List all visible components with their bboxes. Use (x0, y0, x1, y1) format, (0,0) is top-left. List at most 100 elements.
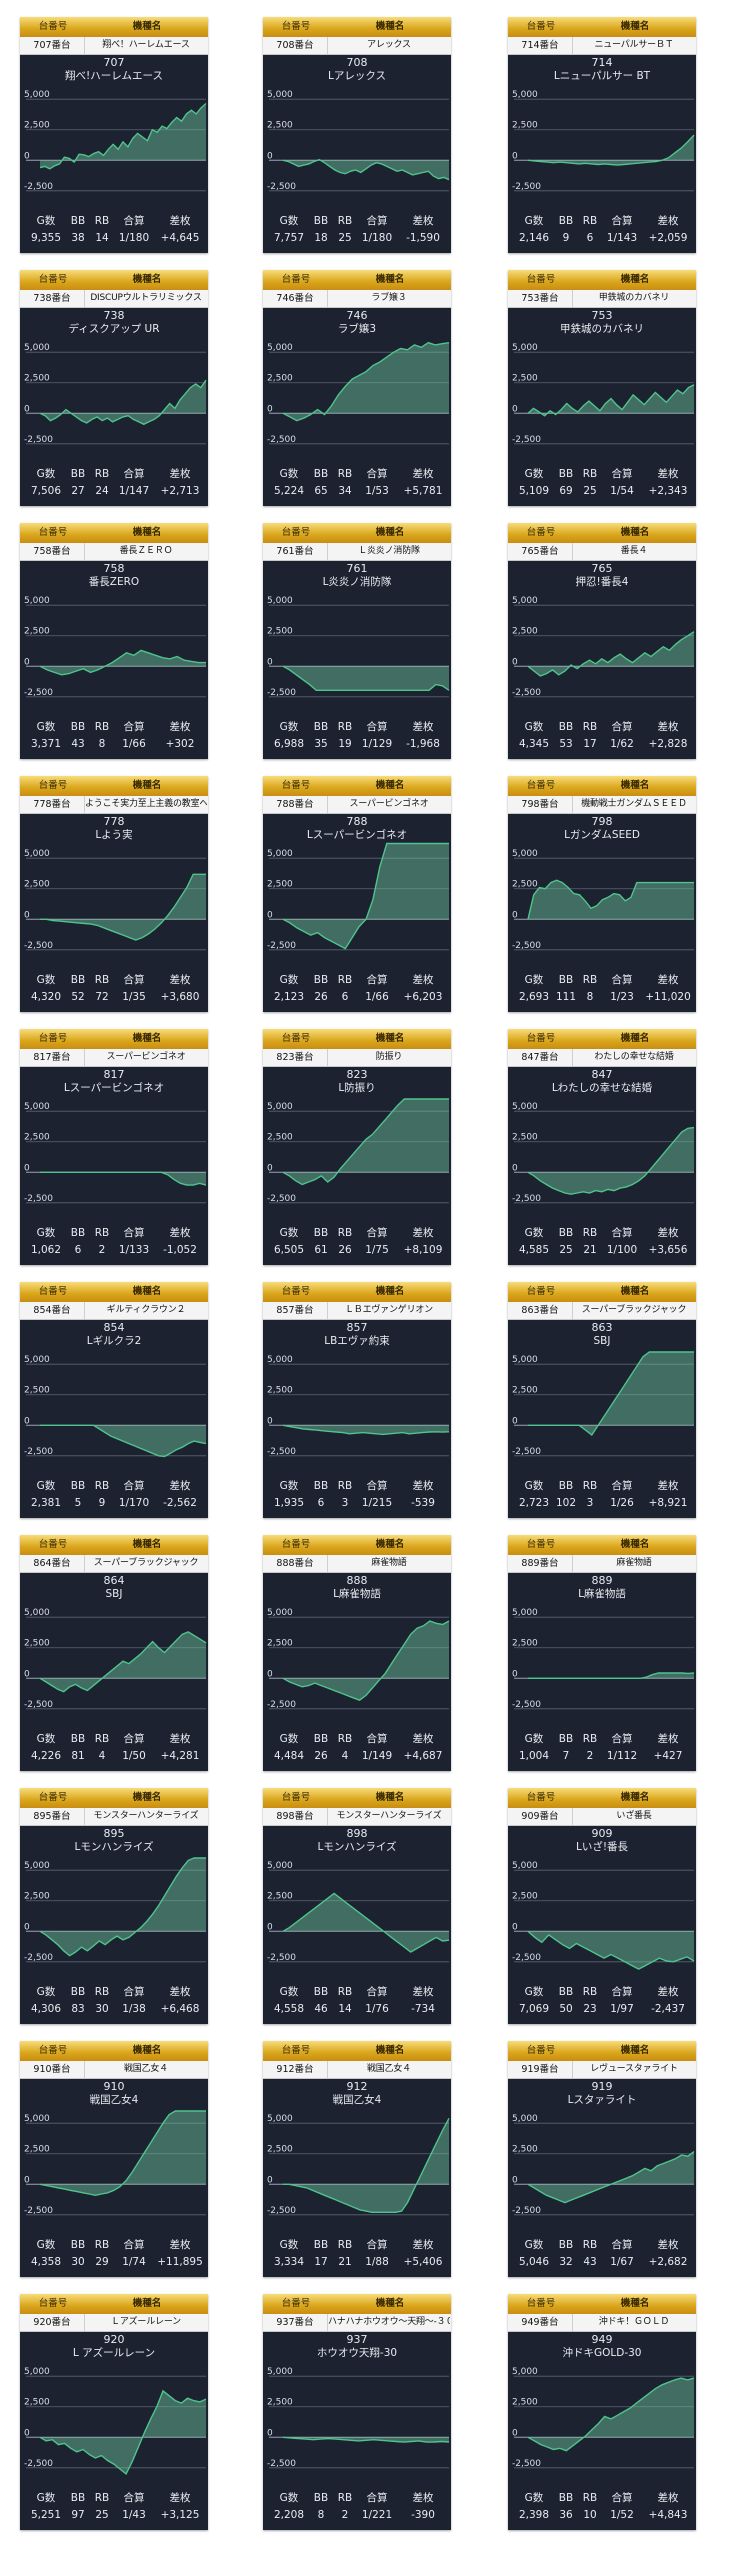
stat-label-combined: 合算 (611, 468, 633, 480)
chart-number: 746 (346, 309, 368, 322)
stats-header-row: G数 BB RB 合算 差枚 (263, 2490, 451, 2506)
stats-table: G数 BB RB 合算 差枚 5,046 32 43 1/67 +2,682 (508, 2235, 696, 2275)
machine-card[interactable]: 台番号 機種名 758番台 番長ＺＥＲＯ 758 番長ZERO 5,000 2,500 0 -2,… (20, 523, 208, 759)
stat-label-combined: 合算 (366, 1480, 388, 1492)
stat-value-rb: 4 (98, 1750, 106, 1762)
machine-card[interactable]: 台番号 機種名 857番台 ＬＢエヴァンゲリオン 857 LBエヴァ約束 5,000 2,50… (263, 1282, 451, 1518)
stat-value-diff: +11,020 (645, 991, 691, 1003)
header-number-label: 台番号 (526, 527, 556, 538)
chart-number: 788 (346, 815, 368, 828)
stat-label-games: G数 (36, 1733, 56, 1745)
stats-header-row: G数 BB RB 合算 差枚 (263, 1225, 451, 1241)
machine-card[interactable]: 台番号 機種名 847番台 わたしの幸せな結婚 847 Lわたしの幸せな結婚 5,000 2,… (508, 1029, 696, 1265)
machine-card[interactable]: 台番号 機種名 898番台 モンスターハンターライズ 898 Lモンハンライズ 5,000 2… (263, 1788, 451, 2024)
stat-label-bb: BB (70, 2492, 86, 2504)
stat-label-combined: 合算 (123, 1227, 145, 1239)
header-name-label: 機種名 (375, 2298, 405, 2309)
model-name: 戦国乙女４ (366, 2064, 411, 2074)
header-name-label: 機種名 (620, 2298, 650, 2309)
y-tick-label: -2,500 (24, 2206, 53, 2216)
stat-value-games: 4,358 (30, 2256, 62, 2268)
balance-chart: 5,000 2,500 0 -2,500 (24, 849, 206, 951)
machine-card[interactable]: 台番号 機種名 895番台 モンスターハンターライズ 895 Lモンハンライズ 5,000 2… (20, 1788, 208, 2024)
stat-value-combined: 1/23 (610, 991, 634, 1003)
series-line (282, 1424, 450, 1436)
y-tick-label: 0 (24, 404, 30, 414)
machine-card[interactable]: 台番号 機種名 912番台 戦国乙女４ 912 戦国乙女4 5,000 2,500 0 -2,50… (263, 2041, 451, 2277)
chart-number: 888 (346, 1574, 368, 1587)
stat-label-bb: BB (313, 1480, 329, 1492)
stats-header-row: G数 BB RB 合算 差枚 (263, 1731, 451, 1747)
y-tick-label: 0 (267, 657, 273, 667)
header-number-label: 台番号 (281, 2298, 311, 2309)
chart-number: 949 (591, 2333, 613, 2346)
chart-number: 912 (346, 2080, 368, 2093)
machine-card[interactable]: 台番号 機種名 823番台 防振り 823 L防振り 5,000 2,500 0 -2,500 G数… (263, 1029, 451, 1265)
y-tick-label: 0 (512, 1669, 518, 1679)
stat-label-combined: 合算 (366, 721, 388, 733)
machine-card[interactable]: 台番号 機種名 707番台 翔べ！ハーレムエース 707 翔べ!ハーレムエース 5,000 2… (20, 17, 208, 253)
machine-card[interactable]: 台番号 機種名 888番台 麻雀物語 888 L麻雀物語 5,000 2,500 0 -2,500… (263, 1535, 451, 1771)
header-number-label: 台番号 (526, 21, 556, 32)
machine-card[interactable]: 台番号 機種名 910番台 戦国乙女４ 910 戦国乙女4 5,000 2,500 0 -2,50… (20, 2041, 208, 2277)
y-tick-label: -2,500 (267, 2206, 296, 2216)
stat-value-combined: 1/88 (365, 2256, 389, 2268)
card-header: 台番号 機種名 (508, 17, 696, 37)
series-line (283, 2117, 450, 2213)
machine-card[interactable]: 台番号 機種名 765番台 番長４ 765 押忍!番長4 5,000 2,500 0 -2,500… (508, 523, 696, 759)
stats-header-row: G数 BB RB 合算 差枚 (20, 213, 208, 229)
stat-value-combined: 1/149 (361, 1750, 393, 1762)
machine-card[interactable]: 台番号 機種名 746番台 ラブ嬢３ 746 ラブ嬢3 5,000 2,500 0 -2,500 G… (263, 270, 451, 506)
y-tick-label: 2,500 (24, 2145, 50, 2155)
machine-card[interactable]: 台番号 機種名 909番台 いざ番長 909 Lいざ!番長 5,000 2,500 0 -2,50… (508, 1788, 696, 2024)
stat-label-bb: BB (313, 974, 329, 986)
machine-card[interactable]: 台番号 機種名 919番台 レヴュースタァライト 919 Lスタァライト 5,000 2,50… (508, 2041, 696, 2277)
chart-title: 沖ドキGOLD-30 (562, 2347, 642, 2359)
machine-card[interactable]: 台番号 機種名 761番台 Ｌ炎炎ノ消防隊 761 L炎炎ノ消防隊 5,000 2,500 0 -… (263, 523, 451, 759)
y-tick-label: 5,000 (24, 849, 50, 859)
stat-value-bb: 111 (555, 991, 577, 1003)
stats-table: G数 BB RB 合算 差枚 4,558 46 14 1/76 -734 (263, 1982, 451, 2022)
stats-header-row: G数 BB RB 合算 差枚 (508, 1478, 696, 1494)
machine-card[interactable]: 台番号 機種名 937番台 ハナハナホウオウ～天翔～‐３０ 937 ホウオウ天翔-30 5,… (263, 2294, 451, 2530)
y-tick-label: 2,500 (267, 121, 293, 131)
stat-label-combined: 合算 (123, 2239, 145, 2251)
machine-card[interactable]: 台番号 機種名 788番台 スーパービンゴネオ 788 Lスーパービンゴネオ 5,000 2,… (263, 776, 451, 1012)
machine-card[interactable]: 台番号 機種名 708番台 アレックス 708 Lアレックス 5,000 2,500 0 -2,5… (263, 17, 451, 253)
stats-value-row: 3,371 43 8 1/66 +302 (20, 736, 208, 752)
stat-label-diff: 差枚 (657, 974, 679, 986)
series-line (39, 2389, 207, 2475)
unit-label: 778番台 (20, 796, 85, 813)
machine-card[interactable]: 台番号 機種名 817番台 スーパービンゴネオ 817 Lスーパービンゴネオ 5,000 2,… (20, 1029, 208, 1265)
machine-card[interactable]: 台番号 機種名 738番台 DISCUPウルトラリミックス 738 ディスクアップ UR 5… (20, 270, 208, 506)
machine-card[interactable]: 台番号 機種名 889番台 麻雀物語 889 L麻雀物語 5,000 2,500 0 -2,500… (508, 1535, 696, 1771)
header-name-label: 機種名 (620, 1539, 650, 1550)
stat-label-games: G数 (279, 215, 299, 227)
stat-value-rb: 6 (586, 232, 594, 244)
stat-label-games: G数 (279, 1227, 299, 1239)
card-header: 台番号 機種名 (263, 1788, 451, 1808)
machine-card[interactable]: 台番号 機種名 798番台 機動戦士ガンダムＳＥＥＤ 798 LガンダムSEED 5,000… (508, 776, 696, 1012)
stat-value-diff: +5,406 (403, 2256, 443, 2268)
y-tick-label: 0 (267, 1669, 273, 1679)
unit-label: 854番台 (20, 1302, 85, 1319)
stats-header-row: G数 BB RB 合算 差枚 (20, 1225, 208, 1241)
stat-value-diff: +4,843 (648, 2509, 688, 2521)
stat-label-games: G数 (279, 468, 299, 480)
stat-label-diff: 差枚 (412, 2239, 434, 2251)
stat-value-rb: 14 (95, 232, 109, 244)
machine-card[interactable]: 台番号 機種名 864番台 スーパーブラックジャック 864 SBJ 5,000 2,500 0… (20, 1535, 208, 1771)
machine-card[interactable]: 台番号 機種名 854番台 ギルティクラウン２ 854 Lギルクラ2 5,000 2,500 0… (20, 1282, 208, 1518)
machine-card[interactable]: 台番号 機種名 714番台 ニューパルサーＢＴ 714 Lニューパルサー BT 5,000 2… (508, 17, 696, 253)
machine-card[interactable]: 台番号 機種名 753番台 甲鉄城のカバネリ 753 甲鉄城のカバネリ 5,000 2,500… (508, 270, 696, 506)
machine-card[interactable]: 台番号 機種名 949番台 沖ドキ！ＧＯＬＤ 949 沖ドキGOLD-30 5,000 2,5… (508, 2294, 696, 2530)
chart-title: Lニューパルサー BT (553, 70, 651, 82)
card-header: 台番号 機種名 (263, 2041, 451, 2061)
stat-value-combined: 1/26 (610, 1497, 634, 1509)
machine-card[interactable]: 台番号 機種名 778番台 ようこそ実力至上主義の教室へ 778 Lよう実 5,000 2,5… (20, 776, 208, 1012)
stat-label-combined: 合算 (123, 721, 145, 733)
stat-label-bb: BB (558, 1733, 574, 1745)
machine-card[interactable]: 台番号 機種名 863番台 スーパーブラックジャック 863 SBJ 5,000 2,500 0… (508, 1282, 696, 1518)
stats-value-row: 2,398 36 10 1/52 +4,843 (508, 2507, 696, 2523)
machine-card[interactable]: 台番号 機種名 920番台 Ｌアズールレーン 920 L アズールレーン 5,000 2,50… (20, 2294, 208, 2530)
